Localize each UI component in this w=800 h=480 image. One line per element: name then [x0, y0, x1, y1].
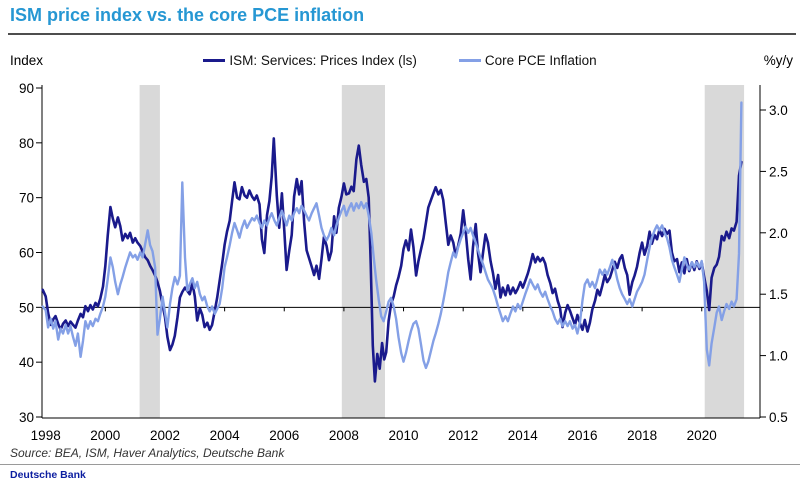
legend-label-pce: Core PCE Inflation — [484, 53, 597, 68]
source-note: Source: BEA, ISM, Haver Analytics, Deuts… — [10, 446, 285, 460]
left-tick-label: 50 — [19, 300, 34, 315]
year-label: 2004 — [210, 428, 241, 443]
left-tick-label: 70 — [19, 191, 34, 206]
page-title: ISM price index vs. the core PCE inflati… — [10, 5, 365, 25]
right-tick-label: 0.5 — [769, 410, 788, 425]
ism-line-swatch — [203, 59, 226, 62]
pce-line-swatch — [458, 59, 481, 62]
left-axis-caption: Index — [10, 53, 44, 68]
right-tick-label: 2.0 — [769, 226, 788, 241]
left-tick-label: 60 — [19, 245, 34, 260]
right-tick-label: 3.0 — [769, 103, 788, 118]
year-label: 2020 — [687, 428, 717, 443]
year-label: 2010 — [388, 428, 418, 443]
recession-band — [139, 85, 160, 418]
left-tick-label: 90 — [19, 81, 34, 96]
year-label: 2016 — [567, 428, 597, 443]
footer-divider — [0, 464, 800, 465]
right-axis-caption: %y/y — [763, 53, 793, 68]
right-tick-label: 1.0 — [769, 349, 788, 364]
left-tick-label: 30 — [19, 410, 34, 425]
year-label: 2002 — [150, 428, 180, 443]
series-line-pce — [41, 101, 743, 370]
year-label: 2008 — [329, 428, 359, 443]
series-line-ism — [41, 137, 743, 383]
year-label: 2014 — [508, 428, 539, 443]
right-tick-label: 2.5 — [769, 164, 788, 179]
right-tick-label: 1.5 — [769, 287, 788, 302]
year-label: 1998 — [31, 428, 61, 443]
year-label: 2006 — [269, 428, 299, 443]
chart-legend: ISM: Services: Prices Index (ls) Core PC… — [0, 53, 800, 68]
year-label: 2000 — [90, 428, 120, 443]
left-tick-label: 40 — [19, 355, 34, 370]
legend-label-ism: ISM: Services: Prices Index (ls) — [229, 53, 417, 68]
legend-item-ism: ISM: Services: Prices Index (ls) — [203, 53, 417, 68]
year-label: 2018 — [627, 428, 657, 443]
year-label: 2012 — [448, 428, 478, 443]
legend-item-pce: Core PCE Inflation — [458, 53, 597, 68]
deutsche-bank-logo: Deutsche Bank — [10, 469, 86, 480]
recession-band — [704, 85, 745, 418]
left-tick-label: 80 — [19, 136, 34, 151]
title-underline — [8, 33, 796, 35]
